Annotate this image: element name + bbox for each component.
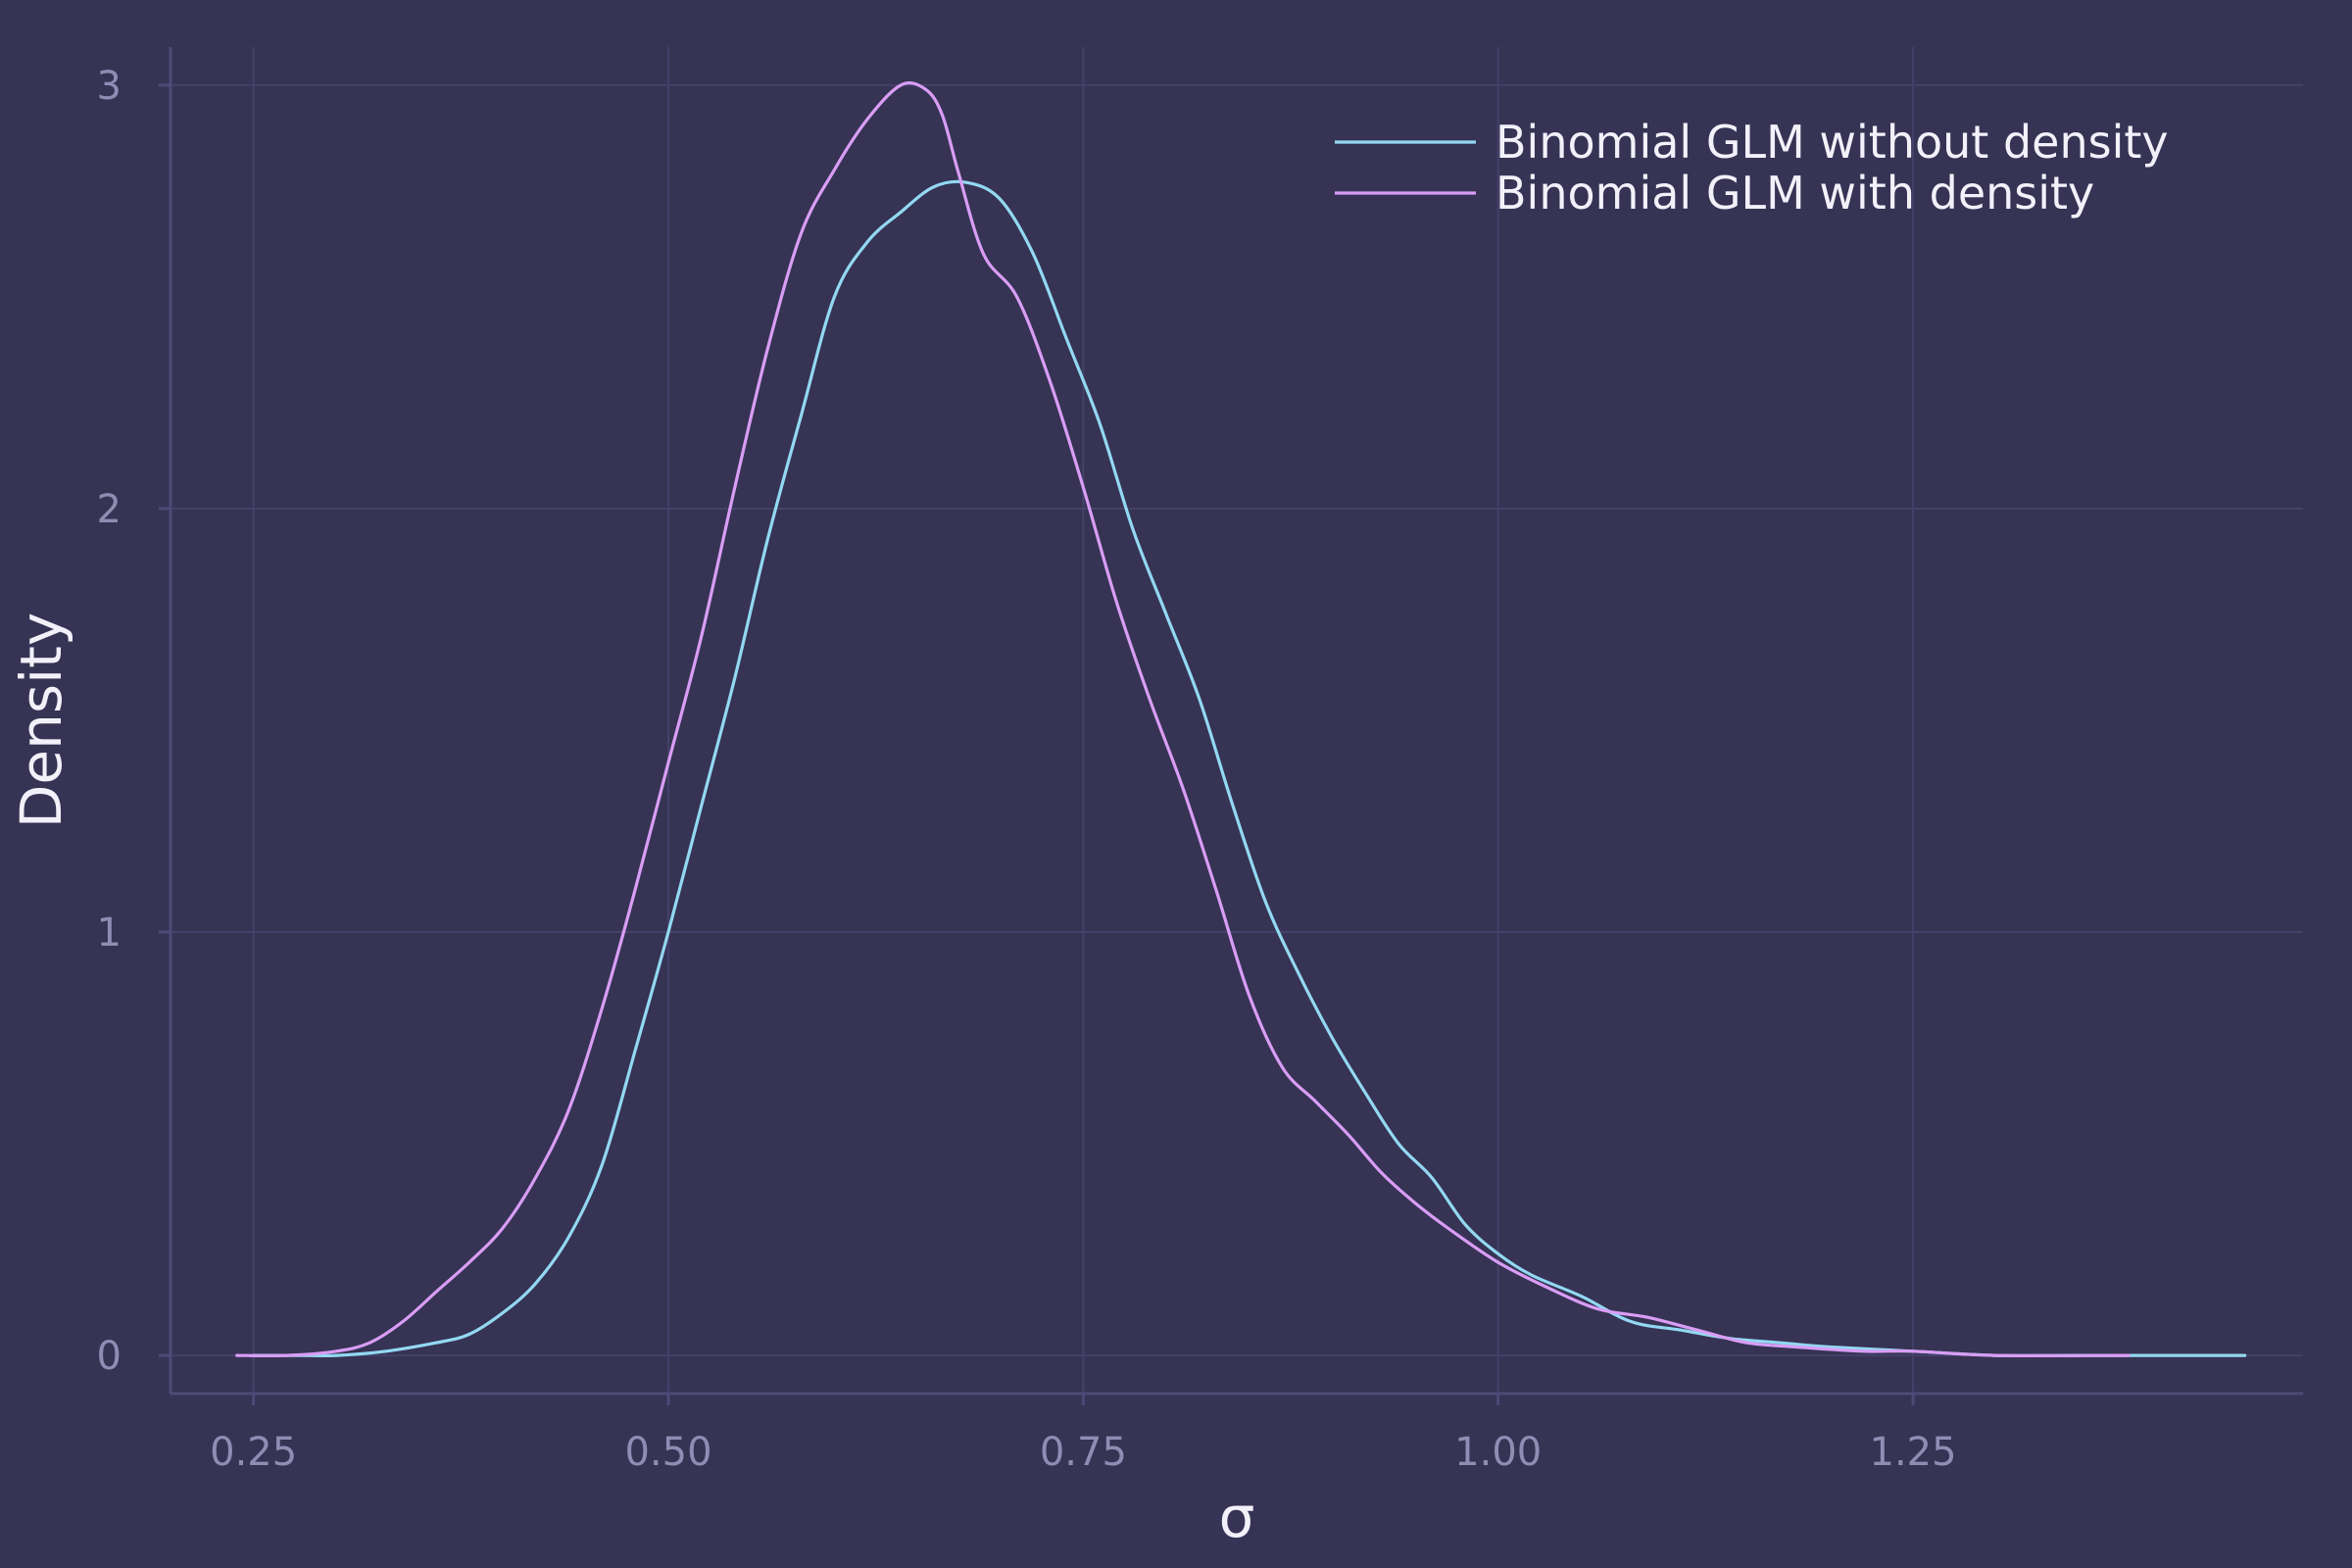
series-line-with-density	[235, 81, 2131, 1358]
axes	[169, 47, 2303, 1396]
y-axis-title: Density	[8, 612, 74, 829]
x-tick-label: 0.50	[624, 1430, 711, 1475]
y-axis-ticks: 0 1 2 3	[97, 64, 171, 1379]
legend-label: Binomial GLM with density	[1495, 167, 2094, 220]
y-tick-label: 2	[97, 487, 122, 532]
x-tick-label: 0.25	[210, 1430, 297, 1475]
x-tick-label: 1.25	[1870, 1430, 1957, 1475]
y-tick-label: 1	[97, 910, 122, 956]
grid	[171, 47, 2303, 1394]
series-lines	[235, 81, 2247, 1358]
x-tick-label: 0.75	[1040, 1430, 1127, 1475]
x-tick-label: 1.00	[1454, 1430, 1542, 1475]
y-tick-label: 0	[97, 1334, 122, 1379]
x-axis-ticks: 0.25 0.50 0.75 1.00 1.25	[210, 1394, 1957, 1475]
y-tick-label: 3	[97, 64, 122, 109]
legend-label: Binomial GLM without density	[1495, 116, 2169, 169]
x-axis-title: σ	[1219, 1484, 1255, 1550]
series-line-without-density	[252, 179, 2247, 1358]
